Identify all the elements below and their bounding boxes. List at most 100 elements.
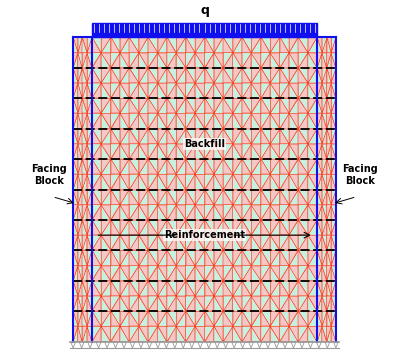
Polygon shape [252, 235, 261, 251]
Polygon shape [195, 98, 204, 113]
Polygon shape [308, 235, 317, 251]
Polygon shape [299, 129, 308, 144]
Polygon shape [223, 52, 233, 68]
Polygon shape [167, 251, 176, 266]
Polygon shape [289, 205, 299, 220]
Polygon shape [214, 311, 223, 327]
Polygon shape [242, 98, 252, 113]
Polygon shape [139, 205, 148, 220]
Polygon shape [129, 311, 139, 327]
Polygon shape [139, 37, 148, 52]
Polygon shape [270, 52, 280, 68]
Polygon shape [204, 129, 214, 144]
Polygon shape [270, 220, 280, 235]
Polygon shape [242, 129, 252, 144]
Polygon shape [214, 144, 223, 159]
Polygon shape [92, 235, 101, 251]
Polygon shape [331, 220, 336, 235]
Polygon shape [129, 296, 139, 311]
Polygon shape [186, 52, 195, 68]
Polygon shape [176, 311, 186, 327]
Polygon shape [87, 52, 92, 68]
Polygon shape [83, 311, 87, 327]
Polygon shape [322, 68, 326, 83]
Polygon shape [204, 296, 214, 311]
Polygon shape [148, 266, 157, 281]
Polygon shape [87, 68, 92, 83]
Polygon shape [101, 235, 110, 251]
Polygon shape [139, 37, 148, 52]
Polygon shape [195, 83, 204, 98]
Polygon shape [299, 235, 308, 251]
Polygon shape [308, 235, 317, 251]
Polygon shape [92, 129, 101, 144]
Polygon shape [176, 327, 186, 342]
Polygon shape [87, 174, 92, 189]
Polygon shape [167, 37, 176, 52]
Polygon shape [280, 174, 289, 189]
Polygon shape [252, 159, 261, 174]
Polygon shape [317, 68, 322, 83]
Polygon shape [280, 129, 289, 144]
Polygon shape [322, 52, 326, 68]
Polygon shape [176, 220, 186, 235]
Polygon shape [176, 52, 186, 68]
Polygon shape [195, 251, 204, 266]
Polygon shape [167, 311, 176, 327]
Polygon shape [157, 296, 167, 311]
Polygon shape [331, 189, 336, 205]
Polygon shape [148, 251, 157, 266]
Polygon shape [120, 98, 129, 113]
Polygon shape [186, 311, 195, 327]
Polygon shape [157, 98, 167, 113]
Polygon shape [195, 220, 204, 235]
Polygon shape [87, 296, 92, 311]
Polygon shape [73, 235, 78, 251]
Polygon shape [129, 98, 139, 113]
Polygon shape [331, 189, 336, 205]
Polygon shape [73, 174, 78, 189]
Polygon shape [322, 83, 326, 98]
Polygon shape [167, 83, 176, 98]
Polygon shape [204, 68, 214, 83]
Polygon shape [83, 189, 87, 205]
Polygon shape [157, 205, 167, 220]
Polygon shape [331, 129, 336, 144]
Polygon shape [261, 311, 270, 327]
Polygon shape [148, 235, 157, 251]
Polygon shape [233, 281, 242, 296]
Polygon shape [214, 266, 223, 281]
Polygon shape [233, 189, 242, 205]
Polygon shape [331, 311, 336, 327]
Polygon shape [252, 144, 261, 159]
Polygon shape [110, 205, 120, 220]
Polygon shape [101, 296, 110, 311]
Polygon shape [78, 83, 83, 98]
Polygon shape [317, 189, 322, 205]
Polygon shape [322, 205, 326, 220]
Polygon shape [78, 235, 83, 251]
Polygon shape [120, 266, 129, 281]
Polygon shape [214, 251, 223, 266]
Polygon shape [148, 174, 157, 189]
Polygon shape [223, 251, 233, 266]
Polygon shape [299, 159, 308, 174]
Polygon shape [331, 311, 336, 327]
Polygon shape [308, 327, 317, 342]
Polygon shape [233, 296, 242, 311]
Polygon shape [204, 311, 214, 327]
Polygon shape [214, 113, 223, 129]
Polygon shape [129, 235, 139, 251]
Polygon shape [92, 251, 101, 266]
Polygon shape [157, 251, 167, 266]
Polygon shape [270, 281, 280, 296]
Polygon shape [242, 144, 252, 159]
Polygon shape [280, 144, 289, 159]
Polygon shape [73, 205, 78, 220]
Polygon shape [214, 327, 223, 342]
Polygon shape [270, 251, 280, 266]
Polygon shape [129, 311, 139, 327]
Polygon shape [83, 220, 87, 235]
Polygon shape [83, 281, 87, 296]
Polygon shape [110, 189, 120, 205]
